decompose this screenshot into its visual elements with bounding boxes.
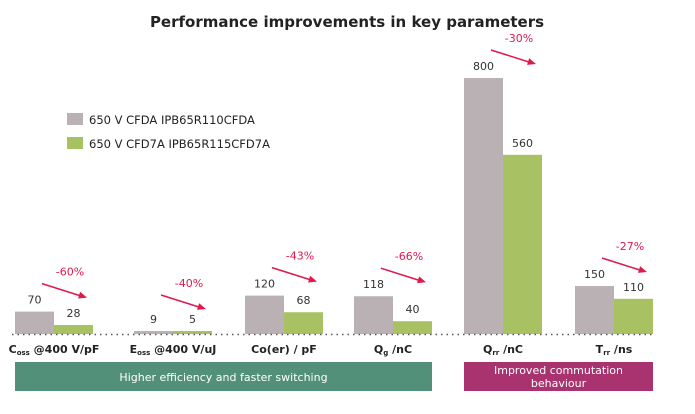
arrow-icon bbox=[160, 294, 203, 309]
data-label: 800 bbox=[473, 60, 494, 73]
category-label: Eoss @400 V/uJ bbox=[130, 343, 217, 357]
improvement-label: -66% bbox=[395, 250, 423, 263]
bar-group: 150 110 -27% Trr /ns bbox=[575, 240, 653, 357]
category-label: Trr /ns bbox=[596, 343, 633, 357]
bar-cfda bbox=[134, 331, 173, 334]
category-label: Co(er) / pF bbox=[251, 343, 317, 356]
category-label: Qrr /nC bbox=[483, 343, 523, 357]
arrow-icon bbox=[601, 257, 644, 272]
data-label: 9 bbox=[150, 313, 157, 326]
data-label: 120 bbox=[254, 278, 275, 291]
arrow-icon bbox=[271, 266, 314, 282]
arrow-head-icon bbox=[78, 291, 87, 299]
data-label: 560 bbox=[512, 137, 533, 150]
group-band bbox=[15, 362, 432, 391]
group-label: Higher efficiency and faster switching bbox=[119, 371, 327, 384]
bar-cfda bbox=[464, 78, 503, 334]
data-label: 5 bbox=[189, 313, 196, 326]
bar-cfda bbox=[575, 286, 614, 334]
data-label: 110 bbox=[623, 281, 644, 294]
category-label: Coss @400 V/pF bbox=[9, 343, 100, 357]
data-label: 68 bbox=[297, 294, 311, 307]
legend-label: 650 V CFDA IPB65R110CFDA bbox=[89, 113, 255, 127]
legend-swatch bbox=[67, 113, 83, 125]
bar-cfda bbox=[245, 295, 284, 334]
bar-group: 118 40 -66% Qg /nC bbox=[354, 250, 432, 357]
improvement-label: -40% bbox=[175, 277, 203, 290]
bar-group: 120 68 -43% Co(er) / pF bbox=[245, 250, 323, 356]
improvement-label: -27% bbox=[616, 240, 644, 253]
bar-cfd7a bbox=[614, 298, 653, 334]
improvement-label: -43% bbox=[286, 250, 314, 263]
arrow-head-icon bbox=[417, 276, 426, 284]
improvement-label: -30% bbox=[505, 32, 533, 45]
legend-swatch bbox=[67, 137, 83, 149]
arrow-icon bbox=[380, 267, 423, 282]
bar-cfd7a bbox=[284, 312, 323, 334]
bar-cfd7a bbox=[393, 321, 432, 334]
bar-cfd7a bbox=[503, 154, 542, 334]
arrow-icon bbox=[490, 49, 533, 64]
bar-cfd7a bbox=[54, 325, 93, 334]
data-label: 118 bbox=[363, 278, 384, 291]
data-label: 70 bbox=[28, 294, 42, 307]
category-label: Qg /nC bbox=[374, 343, 412, 357]
group-label: Improved commutation behaviour bbox=[494, 364, 623, 390]
bar-cfda bbox=[15, 311, 54, 334]
bar-group: 9 5 -40% Eoss @400 V/uJ bbox=[130, 277, 217, 357]
arrow-head-icon bbox=[308, 275, 317, 283]
data-label: 28 bbox=[67, 307, 81, 320]
data-label: 40 bbox=[406, 303, 420, 316]
bar-group: 70 28 -60% Coss @400 V/pF bbox=[9, 266, 100, 357]
data-label: 150 bbox=[584, 268, 605, 281]
arrow-icon bbox=[41, 282, 84, 298]
arrow-head-icon bbox=[197, 303, 206, 310]
arrow-head-icon bbox=[527, 58, 536, 65]
bar-cfda bbox=[354, 296, 393, 334]
chart-title: Performance improvements in key paramete… bbox=[150, 13, 544, 31]
bar-group: 800 560 -30% Qrr /nC bbox=[464, 32, 542, 357]
bar-cfd7a bbox=[173, 331, 212, 334]
legend: 650 V CFDA IPB65R110CFDA 650 V CFD7A IPB6… bbox=[67, 113, 270, 151]
group-band bbox=[464, 362, 653, 391]
improvement-label: -60% bbox=[56, 266, 84, 279]
legend-label: 650 V CFD7A IPB65R115CFD7A bbox=[89, 137, 270, 151]
arrow-head-icon bbox=[638, 266, 647, 273]
